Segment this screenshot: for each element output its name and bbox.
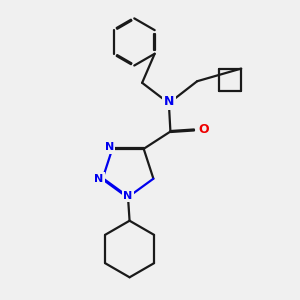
Text: N: N (164, 95, 174, 108)
Text: N: N (94, 174, 104, 184)
Text: O: O (198, 124, 209, 136)
Text: N: N (104, 142, 114, 152)
Text: N: N (123, 190, 133, 201)
